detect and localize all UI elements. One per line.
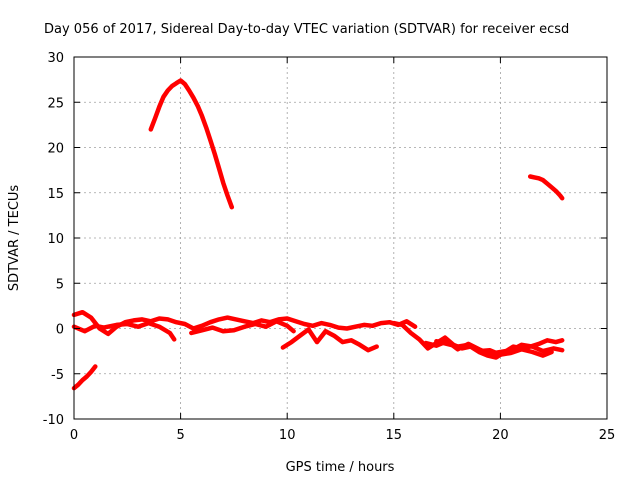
series-band-d [280, 327, 379, 353]
x-axis-label: GPS time / hours [286, 460, 395, 475]
x-tick-label: 25 [599, 428, 616, 443]
series-band-g [434, 338, 554, 358]
y-tick-label: 25 [47, 96, 64, 111]
plot-frame [73, 56, 608, 420]
series-arc-evening [527, 174, 565, 201]
x-tick-label: 20 [492, 428, 509, 443]
x-tick-label: 15 [386, 428, 403, 443]
grid [74, 57, 607, 419]
series-band-a [71, 309, 418, 337]
series-band-b [71, 320, 177, 342]
series-band-c [189, 319, 296, 336]
y-tick-label: 10 [47, 232, 64, 247]
x-tick-label: 10 [279, 428, 296, 443]
data-series [71, 78, 565, 391]
y-tick-label: 20 [47, 142, 64, 157]
x-tick-label: 0 [70, 428, 78, 443]
series-arc-peak [148, 78, 235, 210]
y-tick-label: -10 [43, 413, 64, 428]
y-tick-label: 0 [56, 323, 64, 338]
x-tick-label: 5 [176, 428, 184, 443]
y-tick-label: 5 [56, 277, 64, 292]
chart-title: Day 056 of 2017, Sidereal Day-to-day VTE… [44, 22, 569, 37]
series-arc-morning-low [71, 364, 98, 391]
y-tick-label: 15 [47, 187, 64, 202]
y-axis-label: SDTVAR / TECUs [7, 185, 22, 292]
y-tick-label: 30 [47, 51, 64, 66]
y-tick-label: -5 [51, 368, 64, 383]
axes: 0 5 10 15 20 25 -10 -5 0 5 10 15 20 25 30 [43, 51, 616, 443]
